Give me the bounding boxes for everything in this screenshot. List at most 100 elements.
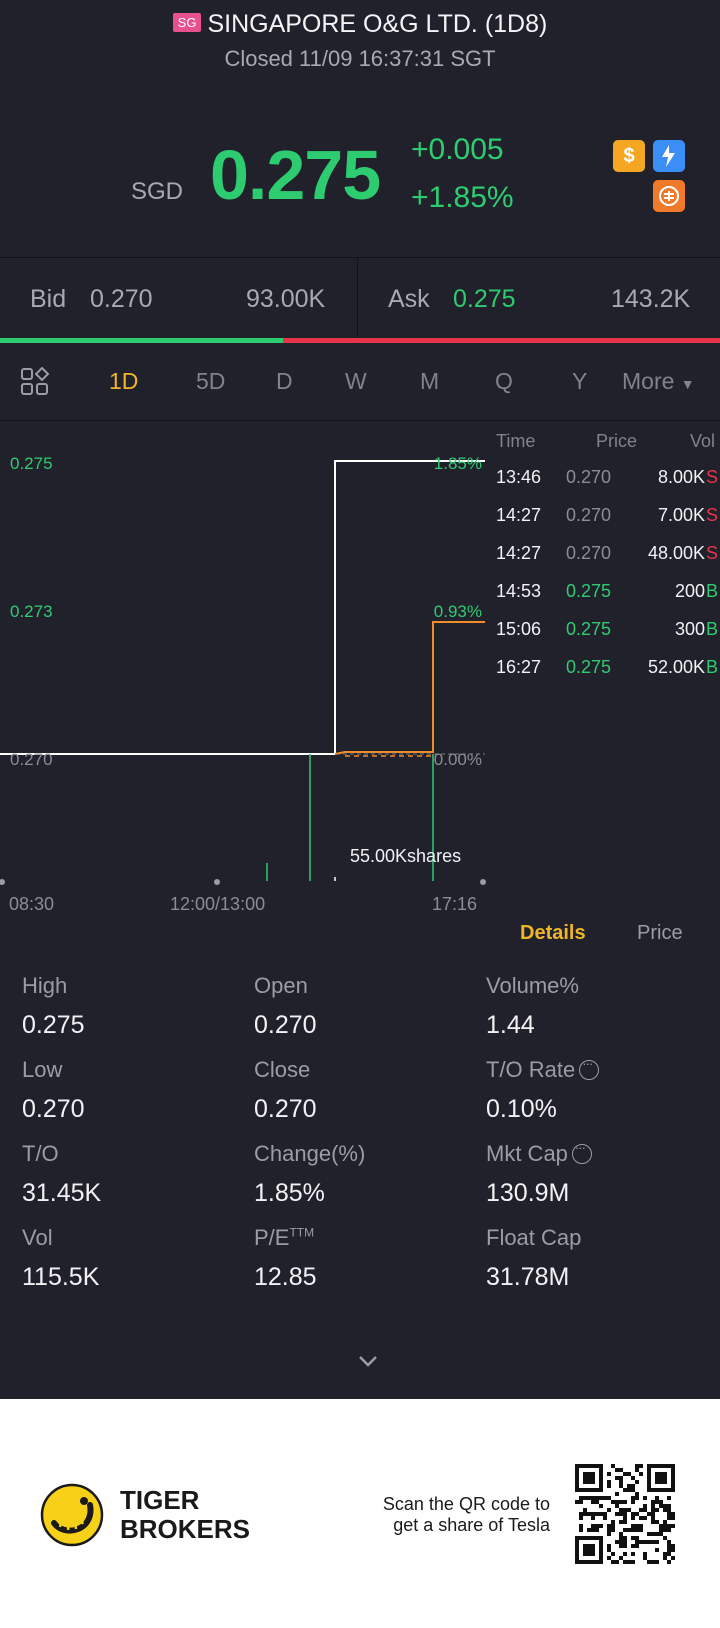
tiger-logo-icon [40, 1483, 104, 1547]
y-label-high: 0.275 [10, 454, 53, 473]
y-label-mid: 0.273 [10, 602, 53, 621]
tab-price[interactable]: Price [637, 922, 683, 944]
tick-side: B [705, 657, 718, 677]
stat-low: Low 0.270 [22, 1057, 252, 1124]
info-icon[interactable] [571, 1140, 592, 1164]
tab-details[interactable]: Details [520, 922, 586, 944]
brand-name: TIGER BROKERS [120, 1486, 250, 1544]
x-label-lunch: 12:00/13:00 [170, 894, 265, 914]
tick-time: 15:06 [496, 619, 542, 639]
tick-row: 14:53 0.275 200 B [490, 581, 720, 619]
promo-banner: TIGER BROKERS Scan the QR code to get a … [0, 1399, 720, 1628]
tick-volume: 200 [674, 581, 705, 601]
promo-line2: get a share of Tesla [393, 1515, 550, 1535]
stat-value: 31.45K [22, 1179, 102, 1207]
stat-label: Mkt Cap [486, 1141, 568, 1166]
tick-time: 14:27 [496, 543, 542, 563]
tick-time: 14:53 [496, 581, 542, 601]
avg-price-line [334, 621, 485, 755]
tick-volume: 8.00K [657, 467, 705, 487]
tab-m[interactable]: M [420, 368, 440, 394]
stat-label: Open [254, 973, 308, 998]
tab-d[interactable]: D [276, 368, 293, 394]
tick-volume: 300 [674, 619, 705, 639]
tick-price: 0.275 [566, 619, 612, 639]
stat-label-sup: TTM [289, 1225, 315, 1240]
stat-pe: P/ETTM 12.85 [254, 1225, 484, 1292]
tick-price: 0.275 [566, 581, 612, 601]
x-axis-dot [214, 879, 220, 885]
lightning-badge-icon[interactable] [653, 140, 685, 172]
tab-more[interactable]: More ▼ [622, 368, 695, 395]
bid-ask-panel: Bid 0.270 93.00K Ask 0.275 143.2K [0, 257, 720, 340]
tick-row: 13:46 0.270 8.00K S [490, 467, 720, 505]
ask-price: 0.275 [453, 285, 516, 313]
tick-price: 0.270 [566, 467, 612, 487]
qr-code-icon[interactable] [575, 1464, 675, 1564]
dollar-badge-icon[interactable]: $ [613, 140, 645, 172]
market-badge: SG [172, 13, 202, 32]
stat-high: High 0.275 [22, 973, 252, 1040]
stat-label: Vol [22, 1225, 53, 1250]
currency-label: SGD [131, 178, 184, 205]
stat-label: Volume% [486, 973, 579, 998]
expand-chevron-icon[interactable] [357, 1350, 379, 1372]
stat-label: High [22, 973, 68, 998]
stat-label: Close [254, 1057, 311, 1082]
tab-1d[interactable]: 1D [109, 368, 139, 394]
bid-size: 93.00K [246, 285, 326, 313]
stat-market-cap: Mkt Cap 130.9M [486, 1140, 716, 1208]
time-and-sales: Time Price Vol 13:46 0.270 8.00K S 14:27 0.27… [490, 421, 720, 691]
stat-turnover: T/O 31.45K [22, 1141, 252, 1208]
stat-change-pct: Change(%) 1.85% [254, 1141, 484, 1208]
stat-volume-pct: Volume% 1.44 [486, 973, 716, 1040]
volume-label: 55.00Kshares [350, 846, 461, 866]
info-icon[interactable] [579, 1056, 600, 1080]
stat-turnover-rate: T/O Rate 0.10% [486, 1056, 716, 1124]
stat-volume: Vol 115.5K [22, 1225, 252, 1292]
stat-value: 0.270 [22, 1095, 85, 1123]
stat-value: 0.270 [254, 1095, 317, 1123]
period-tabs: 1D 5D D W M Q Y More ▼ [0, 343, 720, 421]
margin-badge-icon[interactable] [653, 180, 685, 212]
pct-label-mid: 0.93% [434, 602, 482, 621]
pct-label-low: 0.00% [434, 750, 482, 769]
bid-label: Bid [30, 285, 67, 313]
last-price: 0.275 [210, 136, 381, 214]
promo-line1: Scan the QR code to [382, 1494, 550, 1514]
brand-line2: BROKERS [120, 1514, 251, 1544]
stock-title: SG SINGAPORE O&G LTD. (1D8) [0, 10, 720, 39]
ask-label: Ask [388, 285, 430, 313]
ask-size: 143.2K [611, 285, 691, 313]
stat-value: 0.10% [486, 1095, 557, 1123]
tick-time: 14:27 [496, 505, 542, 525]
stat-close: Close 0.270 [254, 1057, 484, 1124]
stat-label: P/E [254, 1225, 290, 1250]
tab-w[interactable]: W [345, 368, 367, 394]
stat-float-cap: Float Cap 31.78M [486, 1225, 716, 1292]
tick-row: 15:06 0.275 300 B [490, 619, 720, 657]
tick-price: 0.270 [566, 505, 612, 525]
price-change: +0.005 [411, 133, 504, 166]
tick-row: 16:27 0.275 52.00K B [490, 657, 720, 695]
market-status: Closed 11/09 16:37:31 SGT [224, 46, 496, 71]
intraday-chart[interactable]: 0.275 0.273 0.270 1.85% 0.93% 0.00% 55.0… [0, 421, 490, 921]
x-label-open: 08:30 [9, 894, 54, 914]
tab-5d[interactable]: 5D [196, 368, 226, 394]
col-vol: Vol [690, 431, 716, 451]
stat-value: 12.85 [254, 1263, 317, 1291]
tick-volume: 7.00K [657, 505, 705, 525]
tab-more-label: More [622, 368, 675, 394]
tick-time: 16:27 [496, 657, 542, 677]
promo-text: Scan the QR code to get a share of Tesla [340, 1494, 550, 1536]
col-price: Price [596, 431, 638, 451]
tab-y[interactable]: Y [572, 368, 588, 394]
tick-side: B [705, 619, 718, 639]
tick-row: 14:27 0.270 48.00K S [490, 543, 720, 581]
bid-ask-divider [357, 258, 358, 340]
tick-price: 0.270 [566, 543, 612, 563]
tab-q[interactable]: Q [495, 368, 513, 394]
brand-line1: TIGER [120, 1485, 200, 1515]
grid-layout-icon[interactable] [20, 367, 50, 397]
price-change-percent: +1.85% [411, 181, 514, 214]
